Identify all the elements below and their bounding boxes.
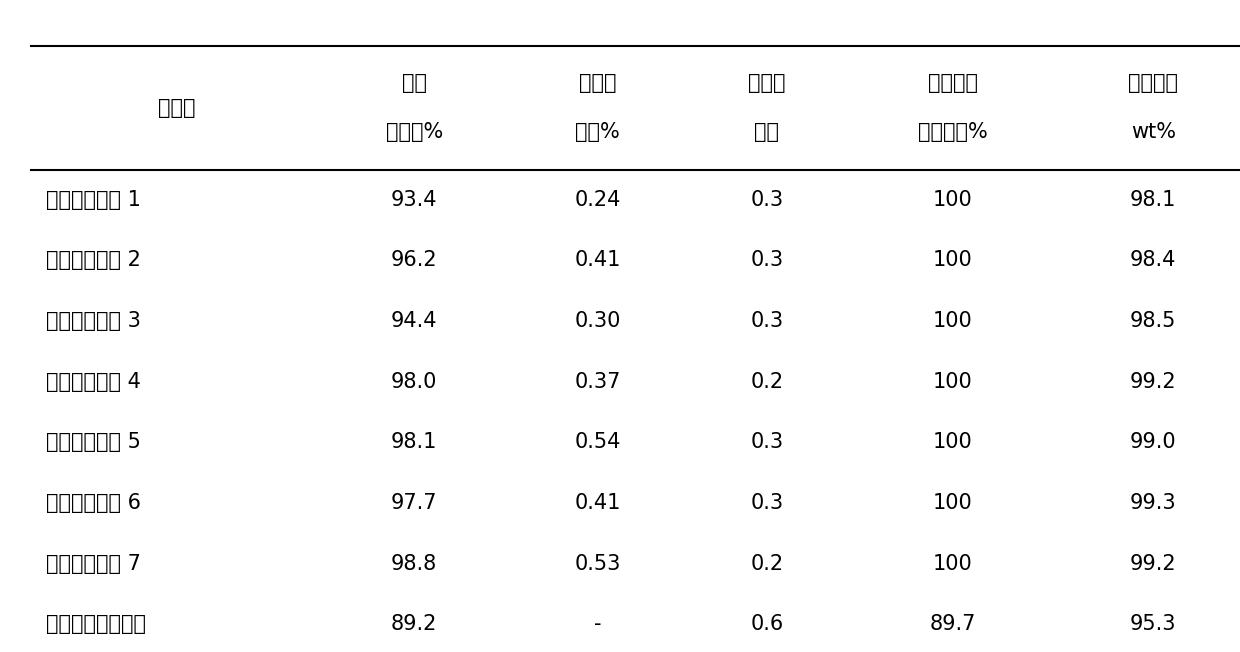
Text: 内烯烃: 内烯烃 [579, 73, 616, 93]
Text: 98.4: 98.4 [1130, 250, 1177, 271]
Text: 100: 100 [932, 432, 973, 452]
Text: 0.2: 0.2 [750, 554, 784, 574]
Text: 100: 100 [932, 493, 973, 513]
Text: 0.24: 0.24 [574, 190, 621, 210]
Text: 100: 100 [932, 554, 973, 574]
Text: 0.37: 0.37 [574, 372, 621, 392]
Text: 89.2: 89.2 [391, 614, 438, 634]
Text: 0.2: 0.2 [750, 372, 784, 392]
Text: 0.3: 0.3 [750, 190, 784, 210]
Text: 0.30: 0.30 [574, 311, 621, 331]
Text: 0.3: 0.3 [750, 250, 784, 271]
Text: 量脱除率%: 量脱除率% [918, 123, 988, 142]
Text: 预加氢催化剂 6: 预加氢催化剂 6 [46, 493, 141, 513]
Text: 预加氢催化剂 1: 预加氢催化剂 1 [46, 190, 141, 210]
Text: 98.0: 98.0 [391, 372, 438, 392]
Text: 97.7: 97.7 [391, 493, 438, 513]
Text: 脱除率%: 脱除率% [386, 123, 443, 142]
Text: 0.3: 0.3 [750, 311, 784, 331]
Text: 99.0: 99.0 [1130, 432, 1177, 452]
Text: 0.54: 0.54 [574, 432, 621, 452]
Text: 预加氢催化剂 2: 预加氢催化剂 2 [46, 250, 141, 271]
Text: 89.7: 89.7 [930, 614, 976, 634]
Text: 94.4: 94.4 [391, 311, 438, 331]
Text: 催化剂: 催化剂 [157, 98, 196, 117]
Text: 损失: 损失 [754, 123, 780, 142]
Text: -: - [594, 614, 601, 634]
Text: 预加氢催化剂 7: 预加氢催化剂 7 [46, 554, 141, 574]
Text: 100: 100 [932, 250, 973, 271]
Text: 99.2: 99.2 [1130, 554, 1177, 574]
Text: 预加氢催化剂 3: 预加氢催化剂 3 [46, 311, 141, 331]
Text: 96.2: 96.2 [391, 250, 438, 271]
Text: 辛烷值: 辛烷值 [748, 73, 786, 93]
Text: 98.5: 98.5 [1130, 311, 1177, 331]
Text: 98.1: 98.1 [391, 432, 438, 452]
Text: 预加氢催化剂 5: 预加氢催化剂 5 [46, 432, 141, 452]
Text: 95.3: 95.3 [1130, 614, 1177, 634]
Text: 硫醇: 硫醇 [402, 73, 427, 93]
Text: 0.41: 0.41 [574, 493, 621, 513]
Text: 100: 100 [932, 372, 973, 392]
Text: 100: 100 [932, 190, 973, 210]
Text: 0.3: 0.3 [750, 493, 784, 513]
Text: 98.1: 98.1 [1130, 190, 1177, 210]
Text: 二烯烃含: 二烯烃含 [928, 73, 978, 93]
Text: 99.3: 99.3 [1130, 493, 1177, 513]
Text: 0.53: 0.53 [574, 554, 621, 574]
Text: 99.2: 99.2 [1130, 372, 1177, 392]
Text: 0.3: 0.3 [750, 432, 784, 452]
Text: 0.6: 0.6 [750, 614, 784, 634]
Text: 98.8: 98.8 [391, 554, 438, 574]
Text: 汽油收率: 汽油收率 [1128, 73, 1178, 93]
Text: 100: 100 [932, 311, 973, 331]
Text: 预加氢对比催化剂: 预加氢对比催化剂 [46, 614, 146, 634]
Text: 0.41: 0.41 [574, 250, 621, 271]
Text: 预加氢催化剂 4: 预加氢催化剂 4 [46, 372, 141, 392]
Text: 93.4: 93.4 [391, 190, 438, 210]
Text: 增量%: 增量% [575, 123, 620, 142]
Text: wt%: wt% [1131, 123, 1176, 142]
